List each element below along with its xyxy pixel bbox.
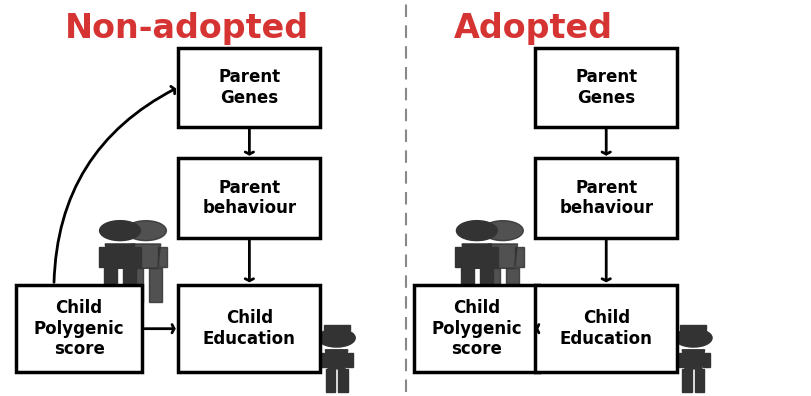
Circle shape [126,221,166,241]
Text: Child
Polygenic
score: Child Polygenic score [34,299,124,358]
Text: Parent
Genes: Parent Genes [575,68,637,107]
FancyBboxPatch shape [99,247,108,267]
FancyBboxPatch shape [456,247,465,267]
Text: Adopted: Adopted [454,12,613,45]
FancyBboxPatch shape [178,285,320,372]
FancyBboxPatch shape [320,353,327,367]
Text: Child
Polygenic
score: Child Polygenic score [431,299,521,358]
FancyBboxPatch shape [506,268,518,302]
FancyBboxPatch shape [461,268,474,302]
FancyBboxPatch shape [535,48,677,127]
FancyBboxPatch shape [703,353,710,367]
FancyBboxPatch shape [680,325,706,330]
FancyBboxPatch shape [105,268,117,302]
FancyBboxPatch shape [338,369,348,392]
FancyBboxPatch shape [132,247,141,267]
FancyBboxPatch shape [482,247,491,267]
FancyBboxPatch shape [325,369,335,392]
FancyBboxPatch shape [178,48,320,127]
Text: Parent
Genes: Parent Genes [218,68,281,107]
FancyBboxPatch shape [123,268,135,302]
Text: Child
Education: Child Education [560,309,653,348]
Circle shape [483,221,523,241]
Polygon shape [488,244,517,268]
Text: Non-adopted: Non-adopted [65,12,309,45]
Circle shape [675,329,712,347]
Circle shape [318,329,355,347]
FancyBboxPatch shape [158,247,167,267]
FancyBboxPatch shape [178,158,320,238]
Polygon shape [131,244,161,268]
Polygon shape [105,244,135,268]
FancyBboxPatch shape [535,285,677,372]
Circle shape [100,221,140,241]
Polygon shape [682,350,705,369]
FancyBboxPatch shape [149,268,161,302]
FancyBboxPatch shape [414,285,539,372]
FancyBboxPatch shape [125,247,134,267]
FancyBboxPatch shape [131,268,143,302]
Text: Parent
behaviour: Parent behaviour [559,179,654,217]
FancyBboxPatch shape [515,247,524,267]
FancyBboxPatch shape [677,353,684,367]
FancyBboxPatch shape [346,353,353,367]
Text: Child
Education: Child Education [203,309,296,348]
FancyBboxPatch shape [487,268,500,302]
Text: Parent
behaviour: Parent behaviour [202,179,297,217]
Polygon shape [462,244,491,268]
FancyBboxPatch shape [480,268,492,302]
FancyBboxPatch shape [695,369,704,392]
FancyBboxPatch shape [324,325,350,330]
FancyBboxPatch shape [489,247,498,267]
FancyBboxPatch shape [16,285,142,372]
FancyBboxPatch shape [535,158,677,238]
Polygon shape [325,350,348,369]
Circle shape [457,221,497,241]
FancyBboxPatch shape [683,369,692,392]
